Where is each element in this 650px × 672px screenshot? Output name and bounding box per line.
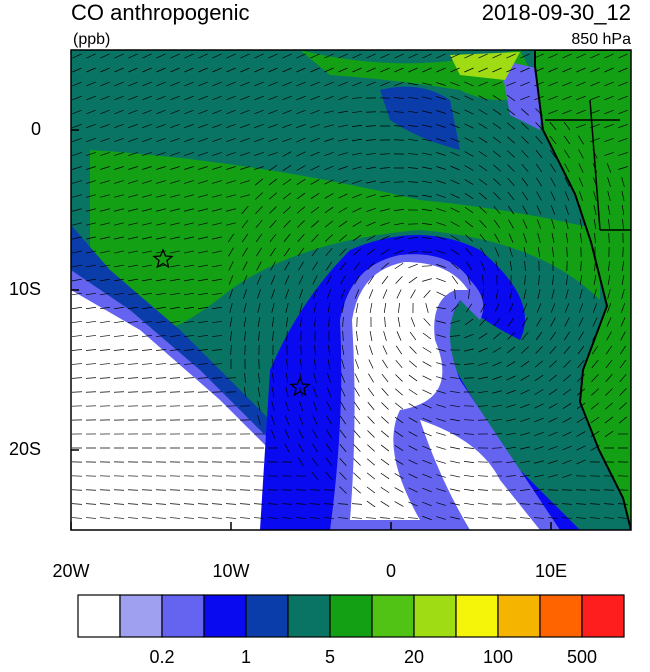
colorbar-label: 1 <box>241 647 251 667</box>
colorbar-box <box>456 595 498 637</box>
field <box>71 50 640 530</box>
level: 850 hPa <box>571 31 631 48</box>
colorbar-box <box>204 595 246 637</box>
y-tick-label: 0 <box>31 119 41 139</box>
colorbar-box <box>78 595 120 637</box>
x-tick-label: 20W <box>52 561 89 581</box>
colorbar-box <box>330 595 372 637</box>
colorbar-label: 0.2 <box>149 647 174 667</box>
colorbar-box <box>498 595 540 637</box>
colorbar-box <box>372 595 414 637</box>
colorbar-box <box>414 595 456 637</box>
colorbar-box <box>246 595 288 637</box>
colorbar-label: 5 <box>325 647 335 667</box>
colorbar-box <box>540 595 582 637</box>
colorbar-box <box>162 595 204 637</box>
time: 2018-09-30_12 <box>482 0 631 25</box>
colorbar-box <box>120 595 162 637</box>
y-tick-label: 10S <box>9 279 41 299</box>
colorbar-label: 100 <box>483 647 513 667</box>
x-tick-label: 10E <box>535 561 567 581</box>
title: CO anthropogenic <box>71 0 250 25</box>
units: (ppb) <box>73 31 110 48</box>
colorbar-box <box>582 595 624 637</box>
colorbar: 0.2 1 5 20 100 500 <box>78 595 624 667</box>
colorbar-label: 500 <box>567 647 597 667</box>
x-tick-label: 10W <box>212 561 249 581</box>
colorbar-label: 20 <box>404 647 424 667</box>
x-tick-label: 0 <box>386 561 396 581</box>
y-tick-label: 20S <box>9 439 41 459</box>
colorbar-box <box>288 595 330 637</box>
